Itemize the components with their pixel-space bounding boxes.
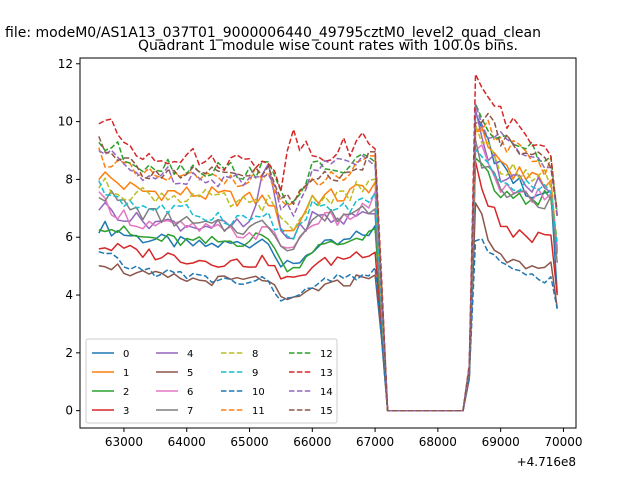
series-line-9 xyxy=(98,148,558,412)
series-line-14 xyxy=(98,103,558,412)
x-tick-label: 65000 xyxy=(230,435,268,449)
legend-label-8: 8 xyxy=(252,349,258,360)
legend-box xyxy=(85,338,338,424)
legend-label-3: 3 xyxy=(123,406,129,417)
series-line-5 xyxy=(98,202,558,412)
x-tick-label: 66000 xyxy=(293,435,331,449)
x-axis: 63000 64000 65000 66000 67000 68000 69000 70000 xyxy=(105,428,583,449)
y-tick-label: 6 xyxy=(65,230,73,244)
y-tick-label: 12 xyxy=(58,57,73,71)
legend-label-0: 0 xyxy=(123,349,129,360)
series-line-15 xyxy=(98,112,558,412)
legend-label-12: 12 xyxy=(320,349,333,360)
x-tick-label: 64000 xyxy=(168,435,206,449)
series-line-7 xyxy=(98,139,558,412)
chart-title: Quadrant 1 module wise count rates with … xyxy=(138,38,518,54)
legend-label-1: 1 xyxy=(123,368,129,379)
x-tick-label: 63000 xyxy=(105,435,143,449)
legend-label-10: 10 xyxy=(252,387,265,398)
plot-frame xyxy=(79,57,577,429)
figure-suptitle: a file: modeM0/AS1A13_037T01_9000006440_… xyxy=(0,25,541,41)
x-tick-label: 69000 xyxy=(482,435,520,449)
series-line-1 xyxy=(98,126,558,412)
series-line-13 xyxy=(98,73,558,412)
legend-label-7: 7 xyxy=(187,406,193,417)
series-line-8 xyxy=(98,123,558,412)
legend-label-11: 11 xyxy=(252,406,265,417)
series-line-10 xyxy=(98,237,558,412)
series-line-0 xyxy=(98,111,558,412)
x-tick-label: 67000 xyxy=(356,435,394,449)
y-tick-label: 2 xyxy=(65,346,73,360)
legend-label-2: 2 xyxy=(123,387,129,398)
y-tick-label: 4 xyxy=(65,288,73,302)
legend-label-4: 4 xyxy=(187,349,193,360)
series-line-3 xyxy=(98,160,558,412)
x-offset-label: +4.716e8 xyxy=(517,455,576,469)
legend-label-9: 9 xyxy=(252,368,258,379)
series-line-6 xyxy=(98,144,558,412)
legend-label-14: 14 xyxy=(320,387,333,398)
y-axis: 0 2 4 6 8 10 12 xyxy=(58,57,80,418)
legend-label-6: 6 xyxy=(187,387,193,398)
x-tick-label: 70000 xyxy=(544,435,582,449)
y-tick-label: 8 xyxy=(65,172,73,186)
legend-label-13: 13 xyxy=(320,368,333,379)
y-tick-label: 0 xyxy=(65,404,73,418)
x-tick-label: 68000 xyxy=(419,435,457,449)
legend-label-5: 5 xyxy=(187,368,193,379)
legend-label-15: 15 xyxy=(320,406,333,417)
y-tick-label: 10 xyxy=(58,115,73,129)
series-layer xyxy=(98,73,558,412)
